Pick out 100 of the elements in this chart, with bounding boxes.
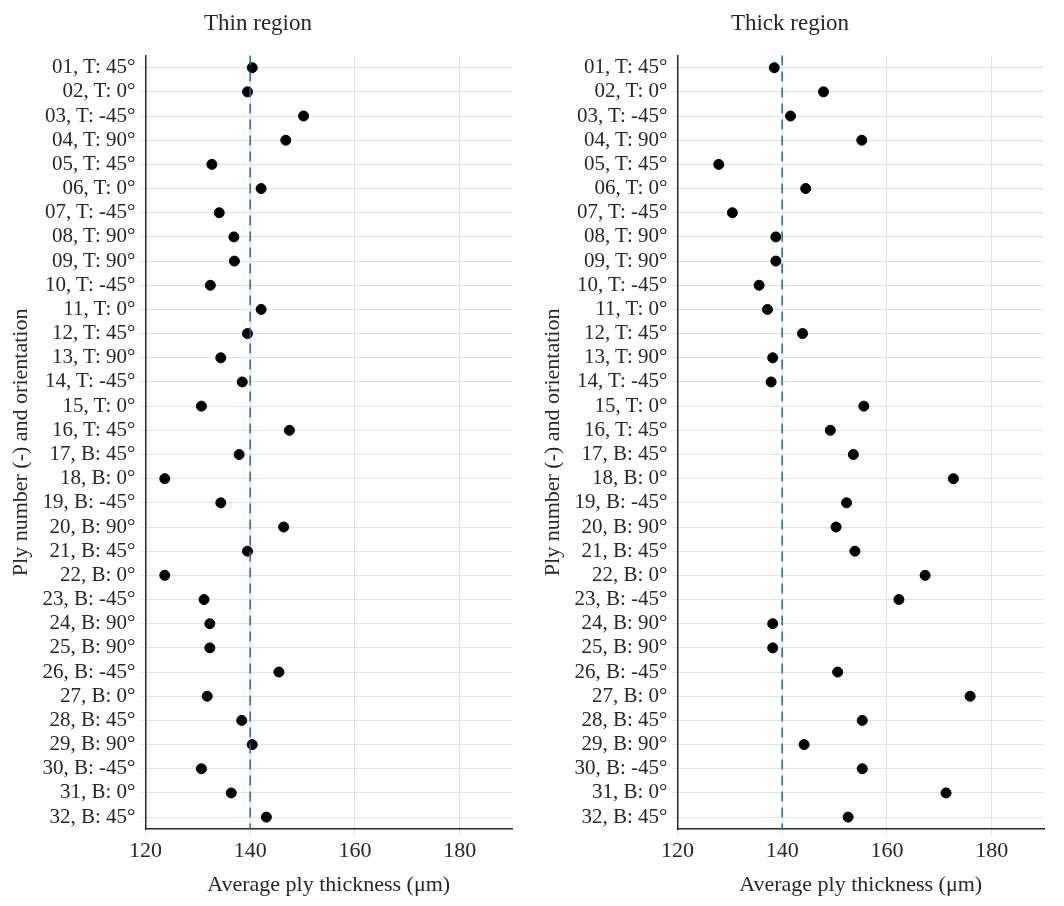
y-tick-label: 23, B: -45°	[42, 586, 136, 611]
point	[233, 448, 245, 460]
y-tick-label: 14, T: -45°	[576, 368, 668, 393]
y-tick-label: 22, B: 0°	[59, 561, 136, 586]
y-tick-label: 17, B: 45°	[581, 441, 668, 465]
x-tick-label: 180	[975, 837, 1009, 863]
y-tick-label: 30, B: -45°	[42, 755, 136, 780]
y-tick-label: 13, T: 90°	[51, 344, 136, 369]
point	[201, 690, 213, 702]
point	[242, 545, 254, 557]
y-tick-label: 32, B: 45°	[49, 803, 136, 828]
y-tick-label: 18, B: 0°	[59, 465, 136, 490]
y-tick-label: 10, T: -45°	[44, 271, 136, 296]
chart-title: Thick region	[730, 9, 850, 35]
point	[236, 714, 248, 726]
point	[849, 545, 861, 557]
point	[213, 207, 225, 219]
y-tick-label: 11, T: 0°	[595, 295, 668, 320]
y-tick-label: 06, T: 0°	[62, 175, 136, 200]
y-tick-label: 05, T: 45°	[583, 150, 668, 175]
y-tick-label: 16, T: 45°	[583, 416, 668, 441]
y-tick-label: 02, T: 0°	[62, 78, 136, 103]
y-tick-label: 05, T: 45°	[51, 150, 136, 175]
point	[842, 811, 854, 823]
y-axis-title: Ply number (-) and orientation	[538, 308, 564, 577]
point	[260, 811, 272, 823]
y-tick-label: 24, B: 90°	[49, 610, 136, 635]
y-tick-label: 21, B: 45°	[49, 537, 136, 562]
point	[204, 618, 216, 630]
y-tick-label: 12, T: 45°	[583, 320, 668, 345]
point	[818, 86, 830, 98]
y-tick-label: 20, B: 90°	[581, 513, 668, 538]
point	[283, 424, 295, 436]
point	[797, 328, 809, 340]
y-tick-label: 16, T: 45°	[51, 416, 136, 441]
y-tick-label: 32, B: 45°	[581, 803, 668, 828]
point	[206, 158, 218, 170]
point	[225, 787, 237, 799]
y-tick-label: 09, T: 90°	[583, 247, 668, 272]
y-tick-label: 14, T: -45°	[44, 368, 136, 393]
chart-title: Thin region	[204, 9, 313, 35]
x-axis-title: Average ply thickness (μm)	[739, 870, 983, 896]
point	[159, 473, 171, 485]
y-tick-label: 23, B: -45°	[574, 586, 668, 611]
y-tick-label: 11, T: 0°	[63, 295, 136, 320]
point	[856, 763, 868, 775]
y-tick-label: 19, B: -45°	[574, 489, 668, 514]
y-tick-label: 28, B: 45°	[581, 706, 668, 731]
y-tick-label: 20, B: 90°	[49, 513, 136, 538]
y-tick-label: 04, T: 90°	[583, 126, 668, 151]
y-tick-label: 03, T: -45°	[576, 102, 668, 127]
y-tick-label: 17, B: 45°	[49, 441, 136, 465]
y-tick-label: 08, T: 90°	[51, 223, 136, 248]
y-tick-label: 28, B: 45°	[49, 706, 136, 731]
x-tick-label: 120	[128, 837, 162, 863]
y-tick-label: 25, B: 90°	[49, 634, 136, 659]
y-tick-label: 02, T: 0°	[594, 78, 668, 103]
y-tick-label: 21, B: 45°	[581, 537, 668, 562]
y-tick-label: 31, B: 0°	[59, 779, 136, 804]
point	[767, 618, 779, 630]
x-tick-label: 140	[765, 837, 799, 863]
y-tick-label: 19, B: -45°	[42, 489, 136, 514]
y-tick-label: 07, T: -45°	[576, 199, 668, 224]
point	[198, 594, 210, 606]
y-tick-label: 18, B: 0°	[591, 465, 668, 490]
point	[858, 400, 870, 412]
point	[770, 255, 782, 267]
point	[919, 569, 931, 581]
y-axis-title: Ply number (-) and orientation	[6, 308, 32, 577]
point	[940, 787, 952, 799]
point	[841, 497, 853, 509]
point	[228, 231, 240, 243]
y-tick-label: 07, T: -45°	[44, 199, 136, 224]
point	[215, 497, 227, 509]
y-tick-label: 10, T: -45°	[576, 271, 668, 296]
point	[824, 424, 836, 436]
point	[280, 134, 292, 146]
point	[273, 666, 285, 678]
y-tick-label: 25, B: 90°	[581, 634, 668, 659]
y-tick-label: 22, B: 0°	[591, 561, 668, 586]
y-tick-label: 29, B: 90°	[49, 731, 136, 756]
y-tick-label: 08, T: 90°	[583, 223, 668, 248]
point	[785, 110, 797, 122]
point	[246, 62, 258, 74]
point	[964, 690, 976, 702]
y-tick-label: 12, T: 45°	[51, 320, 136, 345]
point	[768, 62, 780, 74]
y-tick-label: 03, T: -45°	[44, 102, 136, 127]
point	[159, 569, 171, 581]
y-tick-label: 27, B: 0°	[59, 682, 136, 707]
point	[800, 183, 812, 195]
point	[765, 376, 777, 388]
y-tick-label: 31, B: 0°	[591, 779, 668, 804]
y-tick-label: 29, B: 90°	[581, 731, 668, 756]
x-tick-label: 140	[233, 837, 267, 863]
y-tick-label: 15, T: 0°	[594, 392, 668, 417]
y-tick-label: 30, B: -45°	[574, 755, 668, 780]
point	[215, 352, 227, 364]
y-tick-label: 04, T: 90°	[51, 126, 136, 151]
point	[713, 158, 725, 170]
